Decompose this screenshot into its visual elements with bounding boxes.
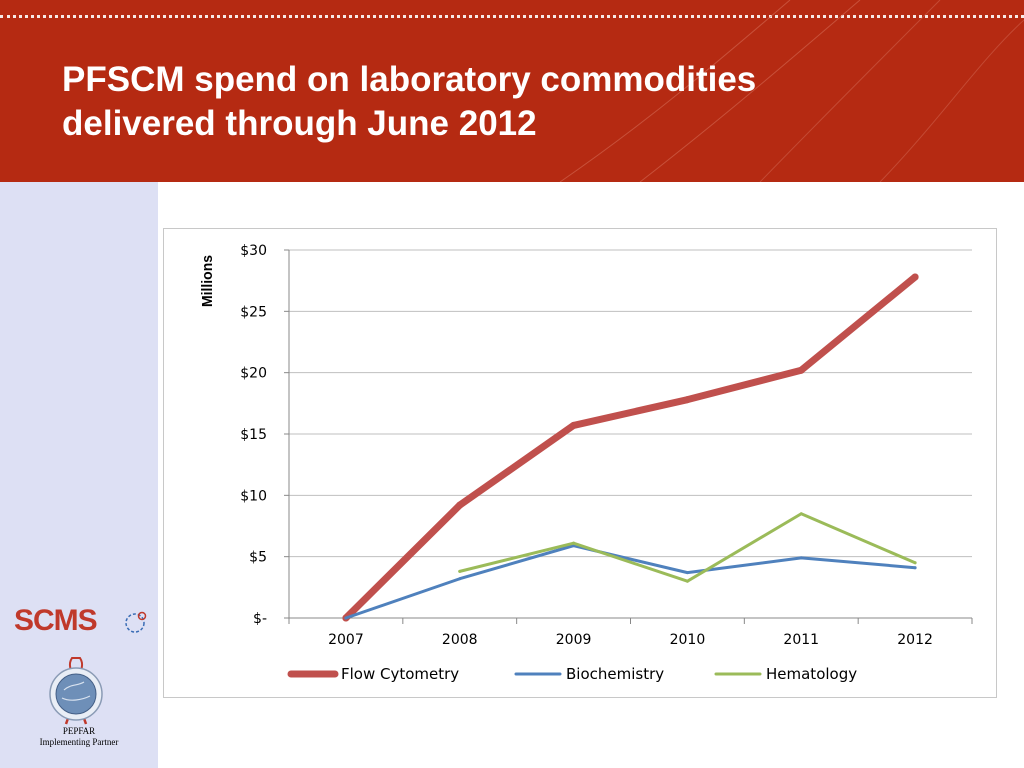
series-line-flow-cytometry [342, 273, 919, 622]
data-point [572, 541, 576, 545]
data-point [797, 366, 805, 374]
y-axis-label: Millions [199, 255, 216, 307]
x-tick-label: 2008 [442, 632, 478, 648]
header-decorative-arcs [559, 0, 1024, 182]
legend-entry: Biochemistry [566, 665, 664, 683]
legend-entry: Flow Cytometry [341, 665, 459, 683]
y-tick-label: $25 [240, 304, 267, 320]
data-point [685, 579, 689, 583]
slide-header: PFSCM spend on laboratory commodities de… [0, 0, 1024, 182]
header-dotted-line [0, 15, 1024, 18]
x-tick-label: 2010 [670, 632, 706, 648]
pepfar-caption-line-2: Implementing Partner [39, 737, 119, 747]
data-point [683, 396, 691, 404]
data-point [799, 556, 803, 560]
scms-logo: SCMS [14, 604, 154, 638]
data-point [570, 421, 578, 429]
y-tick-label: $10 [240, 488, 267, 504]
data-point [913, 561, 917, 565]
data-point [799, 512, 803, 516]
series-line-biochemistry [344, 544, 917, 620]
data-point [913, 566, 917, 570]
pepfar-caption: PEPFAR Implementing Partner [0, 726, 158, 748]
line-chart: $- $5 $10 $15 $20 $25 $30 2007 2008 2009 2010 2011 2… [199, 243, 973, 683]
data-point [456, 501, 464, 509]
y-tick-label: $15 [240, 427, 267, 443]
pepfar-seal-icon [49, 657, 103, 725]
chart-frame: $- $5 $10 $15 $20 $25 $30 2007 2008 2009 2010 2011 2… [163, 228, 997, 698]
y-tick-label: $- [253, 611, 267, 627]
data-point [685, 571, 689, 575]
x-tick-label: 2012 [897, 632, 933, 648]
scms-logo-text: SCMS [14, 604, 98, 637]
data-point [911, 273, 919, 281]
x-tick-label: 2011 [783, 632, 819, 648]
data-point [458, 577, 462, 581]
page-title-line-1: PFSCM spend on laboratory commodities [62, 60, 757, 99]
x-tick-label: 2009 [556, 632, 592, 648]
page-title: PFSCM spend on laboratory commodities de… [62, 58, 962, 146]
scms-ring-icon [125, 611, 147, 633]
data-point [458, 569, 462, 573]
page-title-line-2: delivered through June 2012 [62, 104, 537, 143]
y-tick-label: $30 [240, 243, 267, 259]
x-tick-label: 2007 [328, 632, 364, 648]
y-tick-label: $20 [240, 366, 267, 382]
y-tick-label: $5 [249, 550, 267, 566]
pepfar-caption-line-1: PEPFAR [62, 726, 96, 736]
data-point [344, 616, 348, 620]
legend-entry: Hematology [766, 665, 857, 683]
